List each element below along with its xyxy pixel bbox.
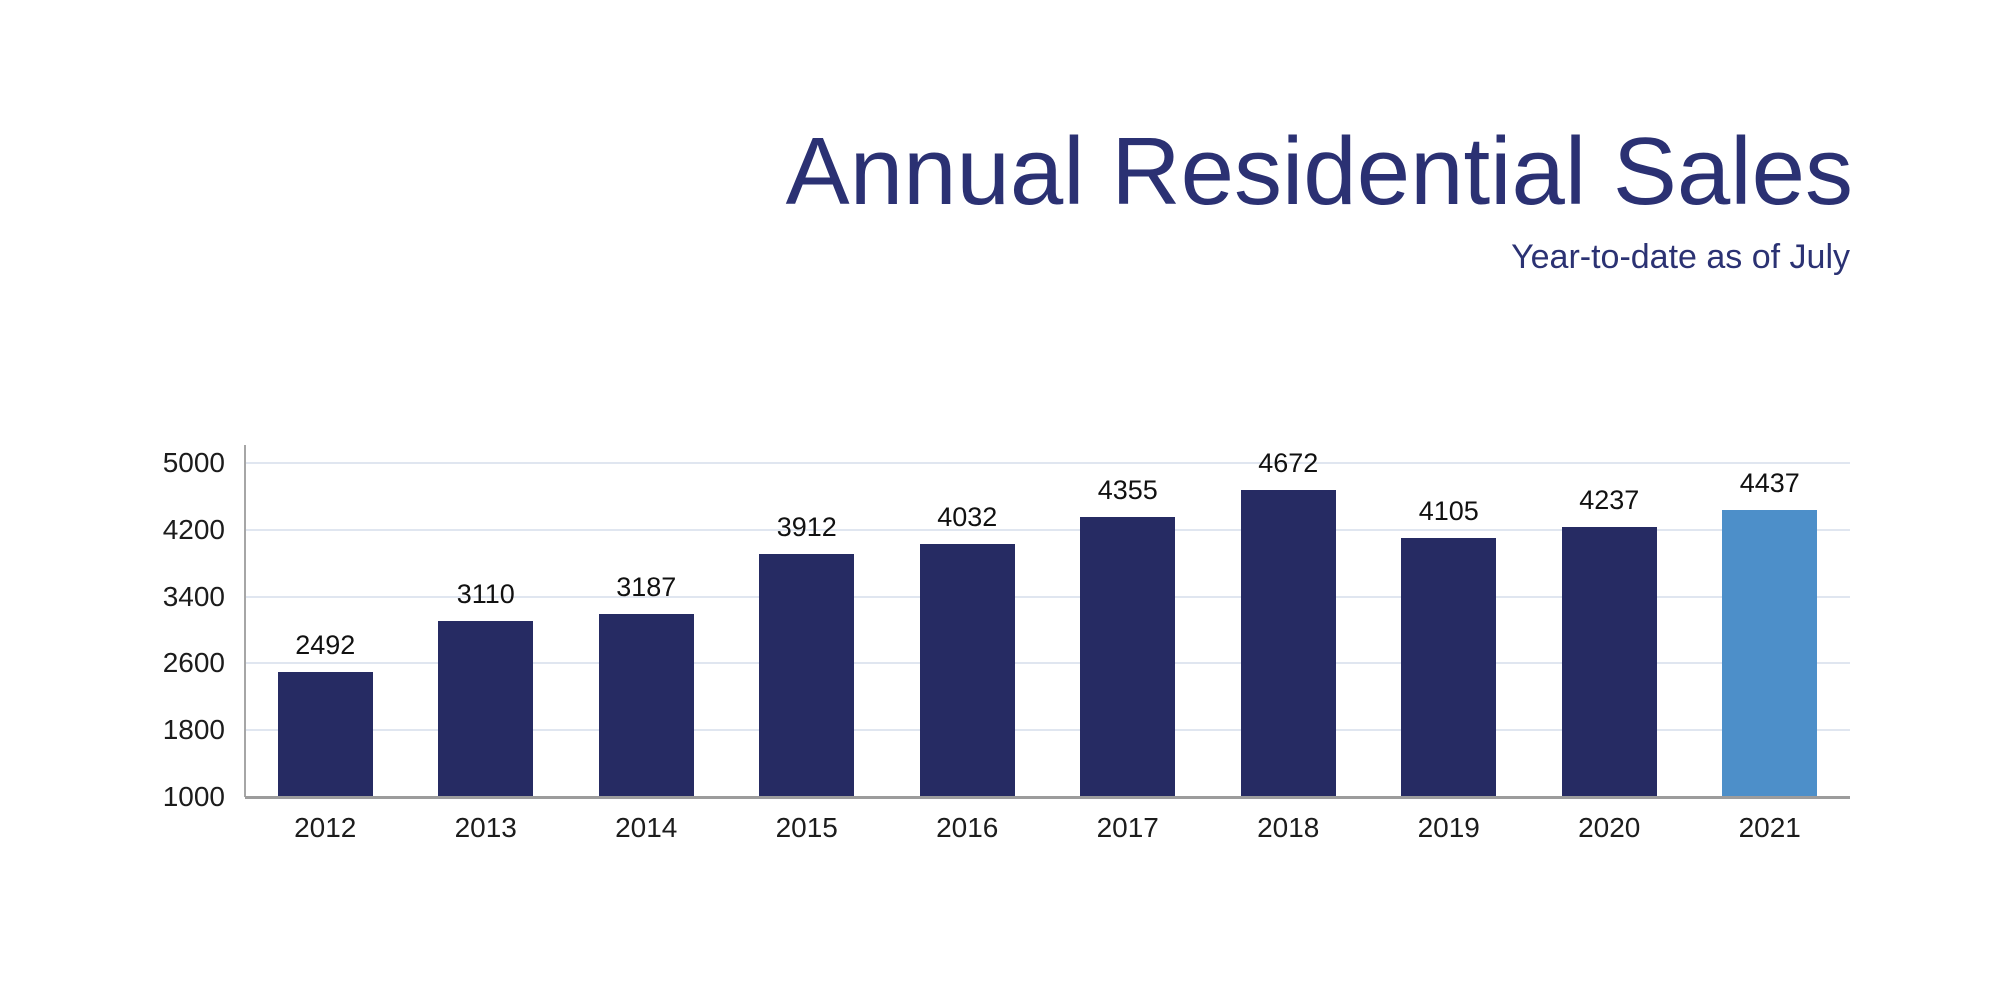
x-axis-category-label: 2020 (1578, 812, 1641, 843)
x-axis-category-label: 2021 (1738, 812, 1801, 843)
bar-2015 (759, 553, 855, 797)
x-axis-category-label: 2013 (454, 812, 517, 843)
x-axis-baseline (245, 796, 1850, 799)
bar-2020 (1561, 526, 1657, 797)
bar-value-label: 3110 (456, 578, 515, 609)
bar-value-label: 2492 (295, 630, 356, 661)
bar-2017 (1080, 516, 1176, 797)
x-axis-category-label: 2017 (1096, 812, 1159, 843)
x-axis-category-label: 2019 (1417, 812, 1480, 843)
y-gridline (245, 595, 1850, 598)
bar-value-label: 4105 (1418, 495, 1479, 526)
y-gridline (245, 462, 1850, 464)
chart-title: Annual Residential Sales (785, 118, 1853, 225)
bar-2018 (1240, 490, 1336, 797)
bar-value-label: 4437 (1739, 468, 1800, 498)
bar-value-label: 4237 (1579, 484, 1640, 515)
x-axis-category-label: 2012 (294, 812, 357, 843)
bar-2013 (438, 620, 534, 797)
x-axis-category-label: 2018 (1257, 812, 1320, 843)
y-axis-tick-label: 3400 (162, 580, 225, 612)
bar-value-label: 4355 (1097, 474, 1158, 505)
y-gridline (245, 528, 1850, 531)
x-axis-category-label: 2014 (615, 812, 678, 843)
y-axis-tick-label: 1000 (162, 781, 225, 812)
chart-subtitle: Year-to-date as of July (1511, 238, 1850, 276)
y-gridline (245, 729, 1850, 732)
y-axis-tick-label: 1800 (162, 714, 225, 746)
bar-value-label: 4032 (937, 501, 998, 532)
bar-2019 (1401, 537, 1497, 797)
bar-value-label: 3912 (776, 511, 837, 542)
bar-2016 (919, 543, 1015, 797)
bar-2014 (598, 614, 694, 797)
bar-value-label: 3187 (616, 572, 677, 603)
y-axis-tick-label: 2600 (162, 647, 225, 679)
bar-value-label: 4672 (1258, 448, 1319, 479)
bar-2021 (1722, 510, 1818, 797)
y-axis-tick-label: 5000 (162, 447, 225, 478)
bar-2012 (277, 672, 373, 797)
y-axis-tick-label: 4200 (162, 513, 225, 545)
x-axis-category-label: 2016 (936, 812, 999, 843)
x-axis-category-label: 2015 (775, 812, 838, 843)
y-axis-line (244, 445, 246, 797)
y-gridline (245, 662, 1850, 665)
